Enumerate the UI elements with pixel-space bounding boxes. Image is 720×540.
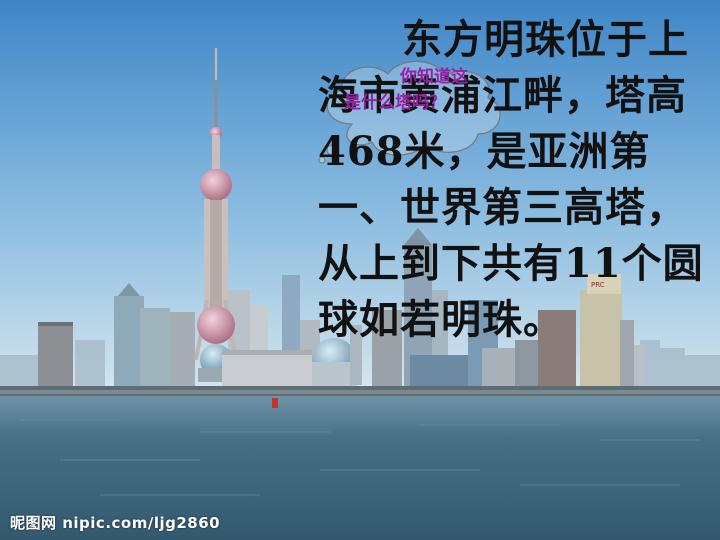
- oriental-pearl-tower: [194, 48, 238, 382]
- paragraph-line: 东方明珠位于上: [402, 16, 689, 63]
- bubble-line: 你知道这: [400, 67, 468, 87]
- water-ripples: [20, 419, 700, 496]
- right-buildings: PRC: [482, 274, 644, 390]
- distant-skyline: [0, 340, 720, 390]
- description-paragraph: 东方明珠位于上海市黄浦江畔，塔高 468米，是亚洲第 一、世界第三高塔， 从上到下共有…: [318, 12, 718, 348]
- paragraph-line: 球如若明珠。: [318, 296, 564, 343]
- left-buildings: [38, 275, 320, 391]
- buoy: [272, 398, 278, 408]
- bubble-question: 你知道这 是什么塔吗？: [330, 64, 510, 116]
- bubble-line: 是什么塔吗？: [344, 93, 446, 113]
- paragraph-line: 海市黄浦江畔，塔高: [318, 72, 687, 119]
- paragraph-line: 一、世界第三高塔，: [318, 184, 687, 231]
- thought-bubble: [318, 60, 501, 164]
- watermark: 昵图网 nipic.com/ljg2860: [10, 514, 221, 532]
- paragraph-line: 468米，是亚洲第: [318, 128, 651, 175]
- tower-sign: PRC: [591, 281, 605, 289]
- center-buildings: [222, 228, 498, 390]
- paragraph-line: 从上到下共有11个圆: [318, 240, 704, 287]
